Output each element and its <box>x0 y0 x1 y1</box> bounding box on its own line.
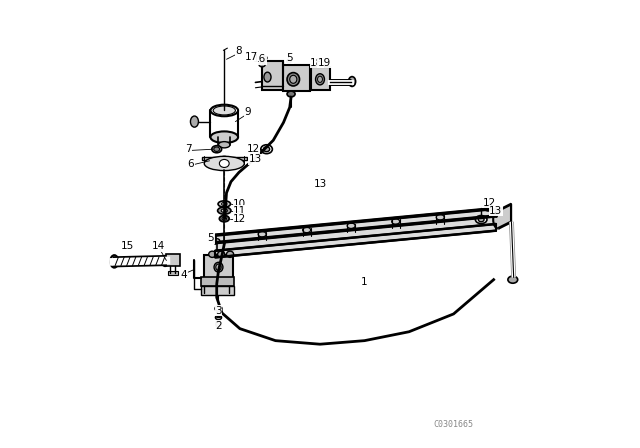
Bar <box>284 65 310 91</box>
Text: 2: 2 <box>215 320 222 331</box>
Ellipse shape <box>262 56 267 60</box>
Ellipse shape <box>258 232 266 237</box>
Polygon shape <box>202 157 246 160</box>
Ellipse shape <box>287 60 291 63</box>
Ellipse shape <box>204 156 244 171</box>
Ellipse shape <box>211 105 238 116</box>
Text: 16: 16 <box>253 54 266 64</box>
Ellipse shape <box>218 142 230 148</box>
Text: 12: 12 <box>233 214 246 224</box>
Ellipse shape <box>227 251 234 258</box>
Ellipse shape <box>216 264 221 270</box>
Bar <box>262 61 284 90</box>
Ellipse shape <box>436 215 444 220</box>
Text: C0301665: C0301665 <box>433 420 474 429</box>
Ellipse shape <box>484 206 492 211</box>
Ellipse shape <box>317 76 323 82</box>
Ellipse shape <box>220 215 229 222</box>
Ellipse shape <box>290 75 297 83</box>
Text: 12: 12 <box>246 144 260 154</box>
Ellipse shape <box>264 147 269 152</box>
Ellipse shape <box>478 217 484 222</box>
Ellipse shape <box>216 315 221 320</box>
Text: 10: 10 <box>234 199 246 209</box>
Text: 5: 5 <box>287 53 293 63</box>
Ellipse shape <box>219 156 230 164</box>
Ellipse shape <box>316 74 324 85</box>
Text: 12: 12 <box>483 198 496 207</box>
Text: 17: 17 <box>244 52 258 62</box>
Bar <box>166 254 180 266</box>
Ellipse shape <box>209 251 216 258</box>
Ellipse shape <box>191 116 198 127</box>
Text: 9: 9 <box>244 107 251 117</box>
Ellipse shape <box>221 209 227 212</box>
Ellipse shape <box>260 145 273 154</box>
Ellipse shape <box>214 262 223 272</box>
Ellipse shape <box>218 207 231 214</box>
Ellipse shape <box>493 211 503 228</box>
Text: 11: 11 <box>233 206 246 215</box>
Ellipse shape <box>264 72 271 82</box>
Ellipse shape <box>221 202 227 206</box>
Ellipse shape <box>347 223 355 228</box>
Text: 1: 1 <box>361 277 368 287</box>
Ellipse shape <box>222 217 227 220</box>
Text: 15: 15 <box>121 241 134 251</box>
Ellipse shape <box>216 321 221 328</box>
Ellipse shape <box>212 146 221 153</box>
Bar <box>201 286 234 295</box>
Ellipse shape <box>303 227 310 233</box>
Text: 19: 19 <box>318 58 331 68</box>
Ellipse shape <box>214 147 220 151</box>
Ellipse shape <box>349 77 356 86</box>
Ellipse shape <box>287 91 295 97</box>
Text: 7: 7 <box>186 144 192 154</box>
Ellipse shape <box>476 215 487 224</box>
Text: 6: 6 <box>188 159 194 169</box>
Text: 4: 4 <box>181 270 188 280</box>
Ellipse shape <box>211 131 238 143</box>
Ellipse shape <box>287 73 300 86</box>
Bar <box>168 271 177 275</box>
Ellipse shape <box>213 106 236 115</box>
Text: 5: 5 <box>207 233 214 243</box>
Ellipse shape <box>218 251 225 258</box>
Ellipse shape <box>392 219 400 224</box>
Text: 18: 18 <box>310 58 323 68</box>
Bar <box>201 277 234 286</box>
Text: 8: 8 <box>236 46 243 56</box>
Ellipse shape <box>215 306 222 311</box>
Ellipse shape <box>214 239 220 243</box>
Ellipse shape <box>259 62 265 67</box>
Bar <box>311 67 330 90</box>
Text: 13: 13 <box>489 206 502 215</box>
Text: 3: 3 <box>215 306 222 316</box>
Ellipse shape <box>218 201 230 207</box>
Bar <box>204 255 233 280</box>
Ellipse shape <box>110 255 118 267</box>
Text: 13: 13 <box>314 179 326 189</box>
Ellipse shape <box>161 256 168 266</box>
Ellipse shape <box>508 276 518 283</box>
Text: 14: 14 <box>152 241 166 251</box>
Ellipse shape <box>220 159 229 168</box>
Text: 13: 13 <box>249 155 262 164</box>
